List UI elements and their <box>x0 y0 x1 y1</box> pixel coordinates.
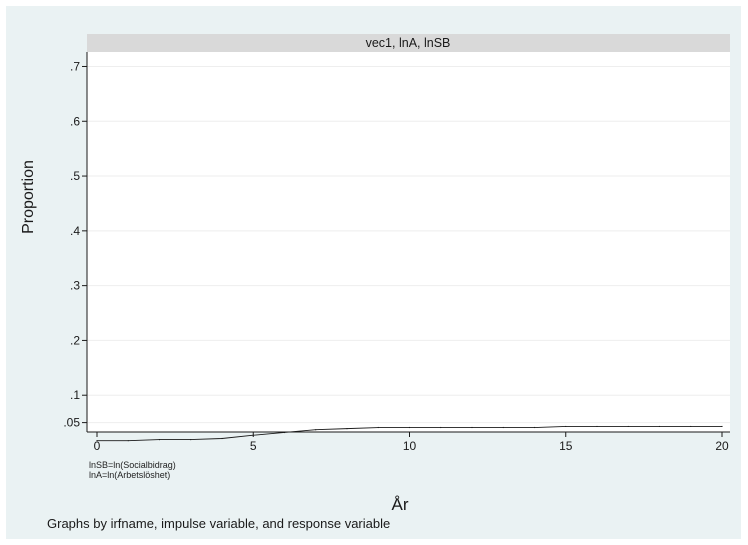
data-point <box>283 431 286 434</box>
x-tick-label: 15 <box>559 439 573 453</box>
y-tick-label: .4 <box>70 224 80 238</box>
data-point <box>346 428 348 430</box>
data-point <box>502 426 504 429</box>
data-point <box>315 429 317 431</box>
x-tick-label: 10 <box>403 439 417 453</box>
graphs-by-note: Graphs by irfname, impulse variable, and… <box>47 516 391 531</box>
x-tick-label: 0 <box>94 439 101 453</box>
y-tick-label: .1 <box>70 388 80 402</box>
data-point <box>158 438 161 441</box>
data-point <box>440 426 442 429</box>
data-point <box>533 426 536 429</box>
data-point <box>127 440 129 442</box>
data-point <box>408 426 411 429</box>
note-line-1: lnSB=ln(Socialbidrag) <box>89 460 176 470</box>
facet-title: vec1, lnA, lnSB <box>366 36 451 50</box>
x-axis-title: År <box>391 495 409 514</box>
y-tick-label: .05 <box>63 416 80 430</box>
y-axis: .05 .1 .2 .3 .4 .5 .6 .7 <box>63 52 88 432</box>
data-point <box>96 440 98 442</box>
data-point <box>190 438 192 441</box>
gridlines <box>87 65 730 424</box>
x-axis: 0 5 10 15 20 <box>87 431 730 453</box>
y-tick-label: .5 <box>70 169 80 183</box>
y-axis-title: Proportion <box>20 160 37 234</box>
data-point <box>627 425 629 428</box>
y-tick-label: .6 <box>70 114 80 128</box>
data-point <box>252 434 254 436</box>
y-tick-label: .3 <box>70 279 80 293</box>
note-line-2: lnA=ln(Arbetslöshet) <box>89 470 171 480</box>
data-point <box>690 425 692 428</box>
series-group <box>96 425 723 442</box>
data-point <box>471 426 473 429</box>
data-point <box>221 437 223 440</box>
facet-strip <box>87 34 730 52</box>
x-tick-label: 5 <box>250 439 257 453</box>
x-tick-label: 20 <box>715 439 729 453</box>
data-point <box>565 425 567 428</box>
plot-area <box>87 52 730 432</box>
data-point <box>596 425 598 428</box>
y-tick-label: .2 <box>70 333 80 347</box>
data-point <box>721 425 723 428</box>
y-tick-label: .7 <box>70 59 80 73</box>
data-point <box>377 426 379 429</box>
data-point <box>658 425 661 428</box>
